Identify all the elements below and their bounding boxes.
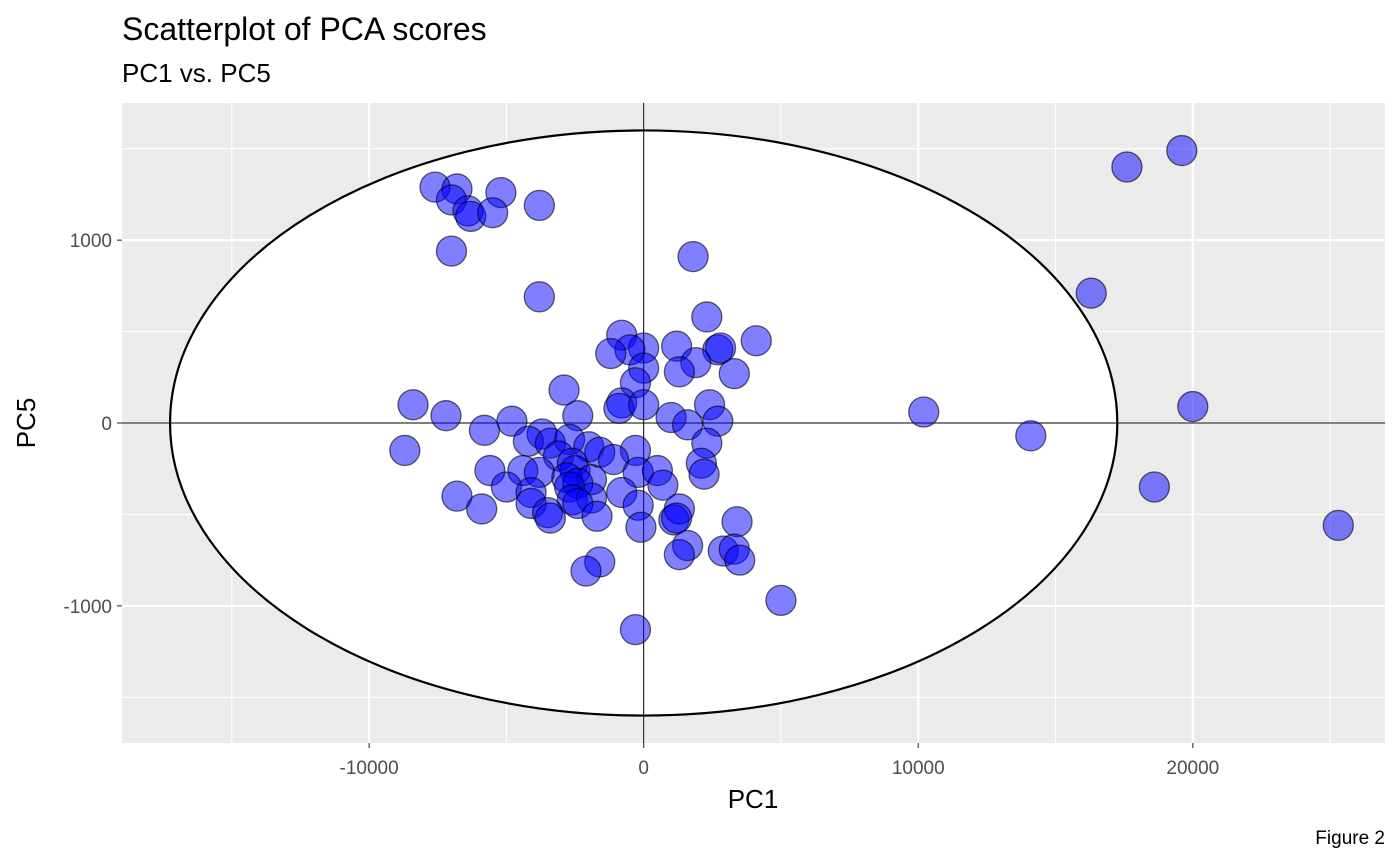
data-point <box>1075 277 1107 309</box>
data-point <box>647 469 679 501</box>
data-point <box>466 493 498 525</box>
data-point <box>660 502 693 534</box>
chart-title: Scatterplot of PCA scores <box>122 11 487 47</box>
data-point <box>704 332 737 364</box>
data-point <box>619 613 652 646</box>
x-tick-label: 0 <box>638 758 649 779</box>
y-axis-ticks: -1000 0 1000 <box>63 231 122 618</box>
data-point <box>435 235 468 267</box>
data-point <box>718 357 750 390</box>
data-point <box>1015 420 1047 452</box>
data-point <box>523 281 555 313</box>
data-point <box>724 544 756 576</box>
data-point <box>740 325 772 357</box>
data-point <box>477 197 509 229</box>
y-tick-label: -1000 <box>63 597 112 618</box>
x-axis-ticks: -10000 0 10000 20000 <box>340 743 1219 779</box>
data-point <box>908 396 940 428</box>
data-point <box>441 480 473 512</box>
data-point <box>625 511 657 543</box>
data-point <box>581 500 613 532</box>
y-axis-title: PC5 <box>11 398 41 449</box>
data-point <box>1177 390 1209 423</box>
data-point <box>1322 509 1354 542</box>
data-point <box>628 389 660 421</box>
data-point <box>765 584 797 617</box>
x-axis-title: PC1 <box>728 784 779 814</box>
y-tick-label: 0 <box>101 414 112 435</box>
data-point <box>1138 471 1171 503</box>
x-tick-label: -10000 <box>340 758 399 779</box>
data-point <box>389 434 421 467</box>
data-point <box>430 400 462 432</box>
data-point <box>1166 134 1198 167</box>
data-point <box>468 414 501 446</box>
data-point <box>1111 151 1143 183</box>
data-point <box>597 443 630 476</box>
data-points <box>389 134 1354 646</box>
data-point <box>397 389 429 421</box>
data-point <box>721 506 753 538</box>
data-point <box>671 409 704 441</box>
y-tick-label: 1000 <box>70 231 112 252</box>
data-point <box>691 301 723 333</box>
figure-caption: Figure 2 <box>1315 828 1385 849</box>
data-point <box>663 539 696 571</box>
chart-subtitle: PC1 vs. PC5 <box>122 58 271 88</box>
data-point <box>548 374 580 406</box>
data-point <box>688 458 720 490</box>
data-point <box>595 337 627 370</box>
x-tick-label: 10000 <box>892 758 945 779</box>
data-point <box>677 240 709 273</box>
data-point <box>663 356 696 388</box>
data-point <box>534 502 566 534</box>
data-point <box>570 555 602 587</box>
x-tick-label: 20000 <box>1166 758 1219 779</box>
data-point <box>523 189 555 222</box>
